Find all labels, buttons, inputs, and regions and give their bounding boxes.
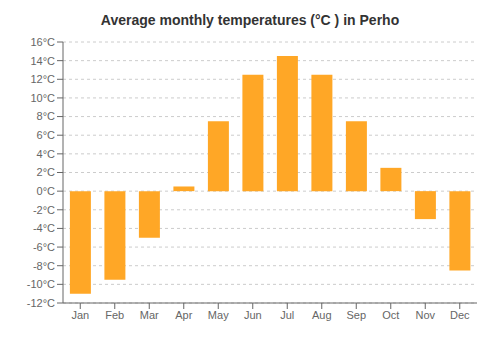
svg-text:8°C: 8°C [37, 110, 56, 122]
svg-text:Mar: Mar [140, 309, 159, 321]
svg-text:Feb: Feb [105, 309, 124, 321]
svg-text:12°C: 12°C [30, 73, 55, 85]
svg-text:Aug: Aug [312, 309, 332, 321]
svg-text:14°C: 14°C [30, 55, 55, 67]
svg-text:Nov: Nov [415, 309, 435, 321]
svg-text:-10°C: -10°C [27, 278, 55, 290]
html-text:Average monthly temperatures (: Average monthly temperatures (°C ) in Pe… [100, 12, 400, 28]
svg-text:6°C: 6°C [37, 129, 56, 141]
svg-text:2°C: 2°C [37, 166, 56, 178]
svg-text:0°C: 0°C [37, 185, 56, 197]
svg-text:Dec: Dec [450, 309, 470, 321]
svg-text:-2°C: -2°C [33, 204, 55, 216]
svg-text:-8°C: -8°C [33, 260, 55, 272]
svg-text:Apr: Apr [175, 309, 192, 321]
svg-text:Jan: Jan [71, 309, 89, 321]
svg-text:4°C: 4°C [37, 148, 56, 160]
svg-text:-12°C: -12°C [27, 297, 55, 309]
svg-text:10°C: 10°C [30, 92, 55, 104]
svg-text:-6°C: -6°C [33, 241, 55, 253]
svg-text:-4°C: -4°C [33, 222, 55, 234]
svg-text:Oct: Oct [382, 309, 399, 321]
svg-text:Jul: Jul [280, 309, 294, 321]
svg-text:May: May [208, 309, 229, 321]
svg-text:Sep: Sep [346, 309, 366, 321]
svg-text:16°C: 16°C [30, 36, 55, 48]
svg-text:Jun: Jun [244, 309, 262, 321]
